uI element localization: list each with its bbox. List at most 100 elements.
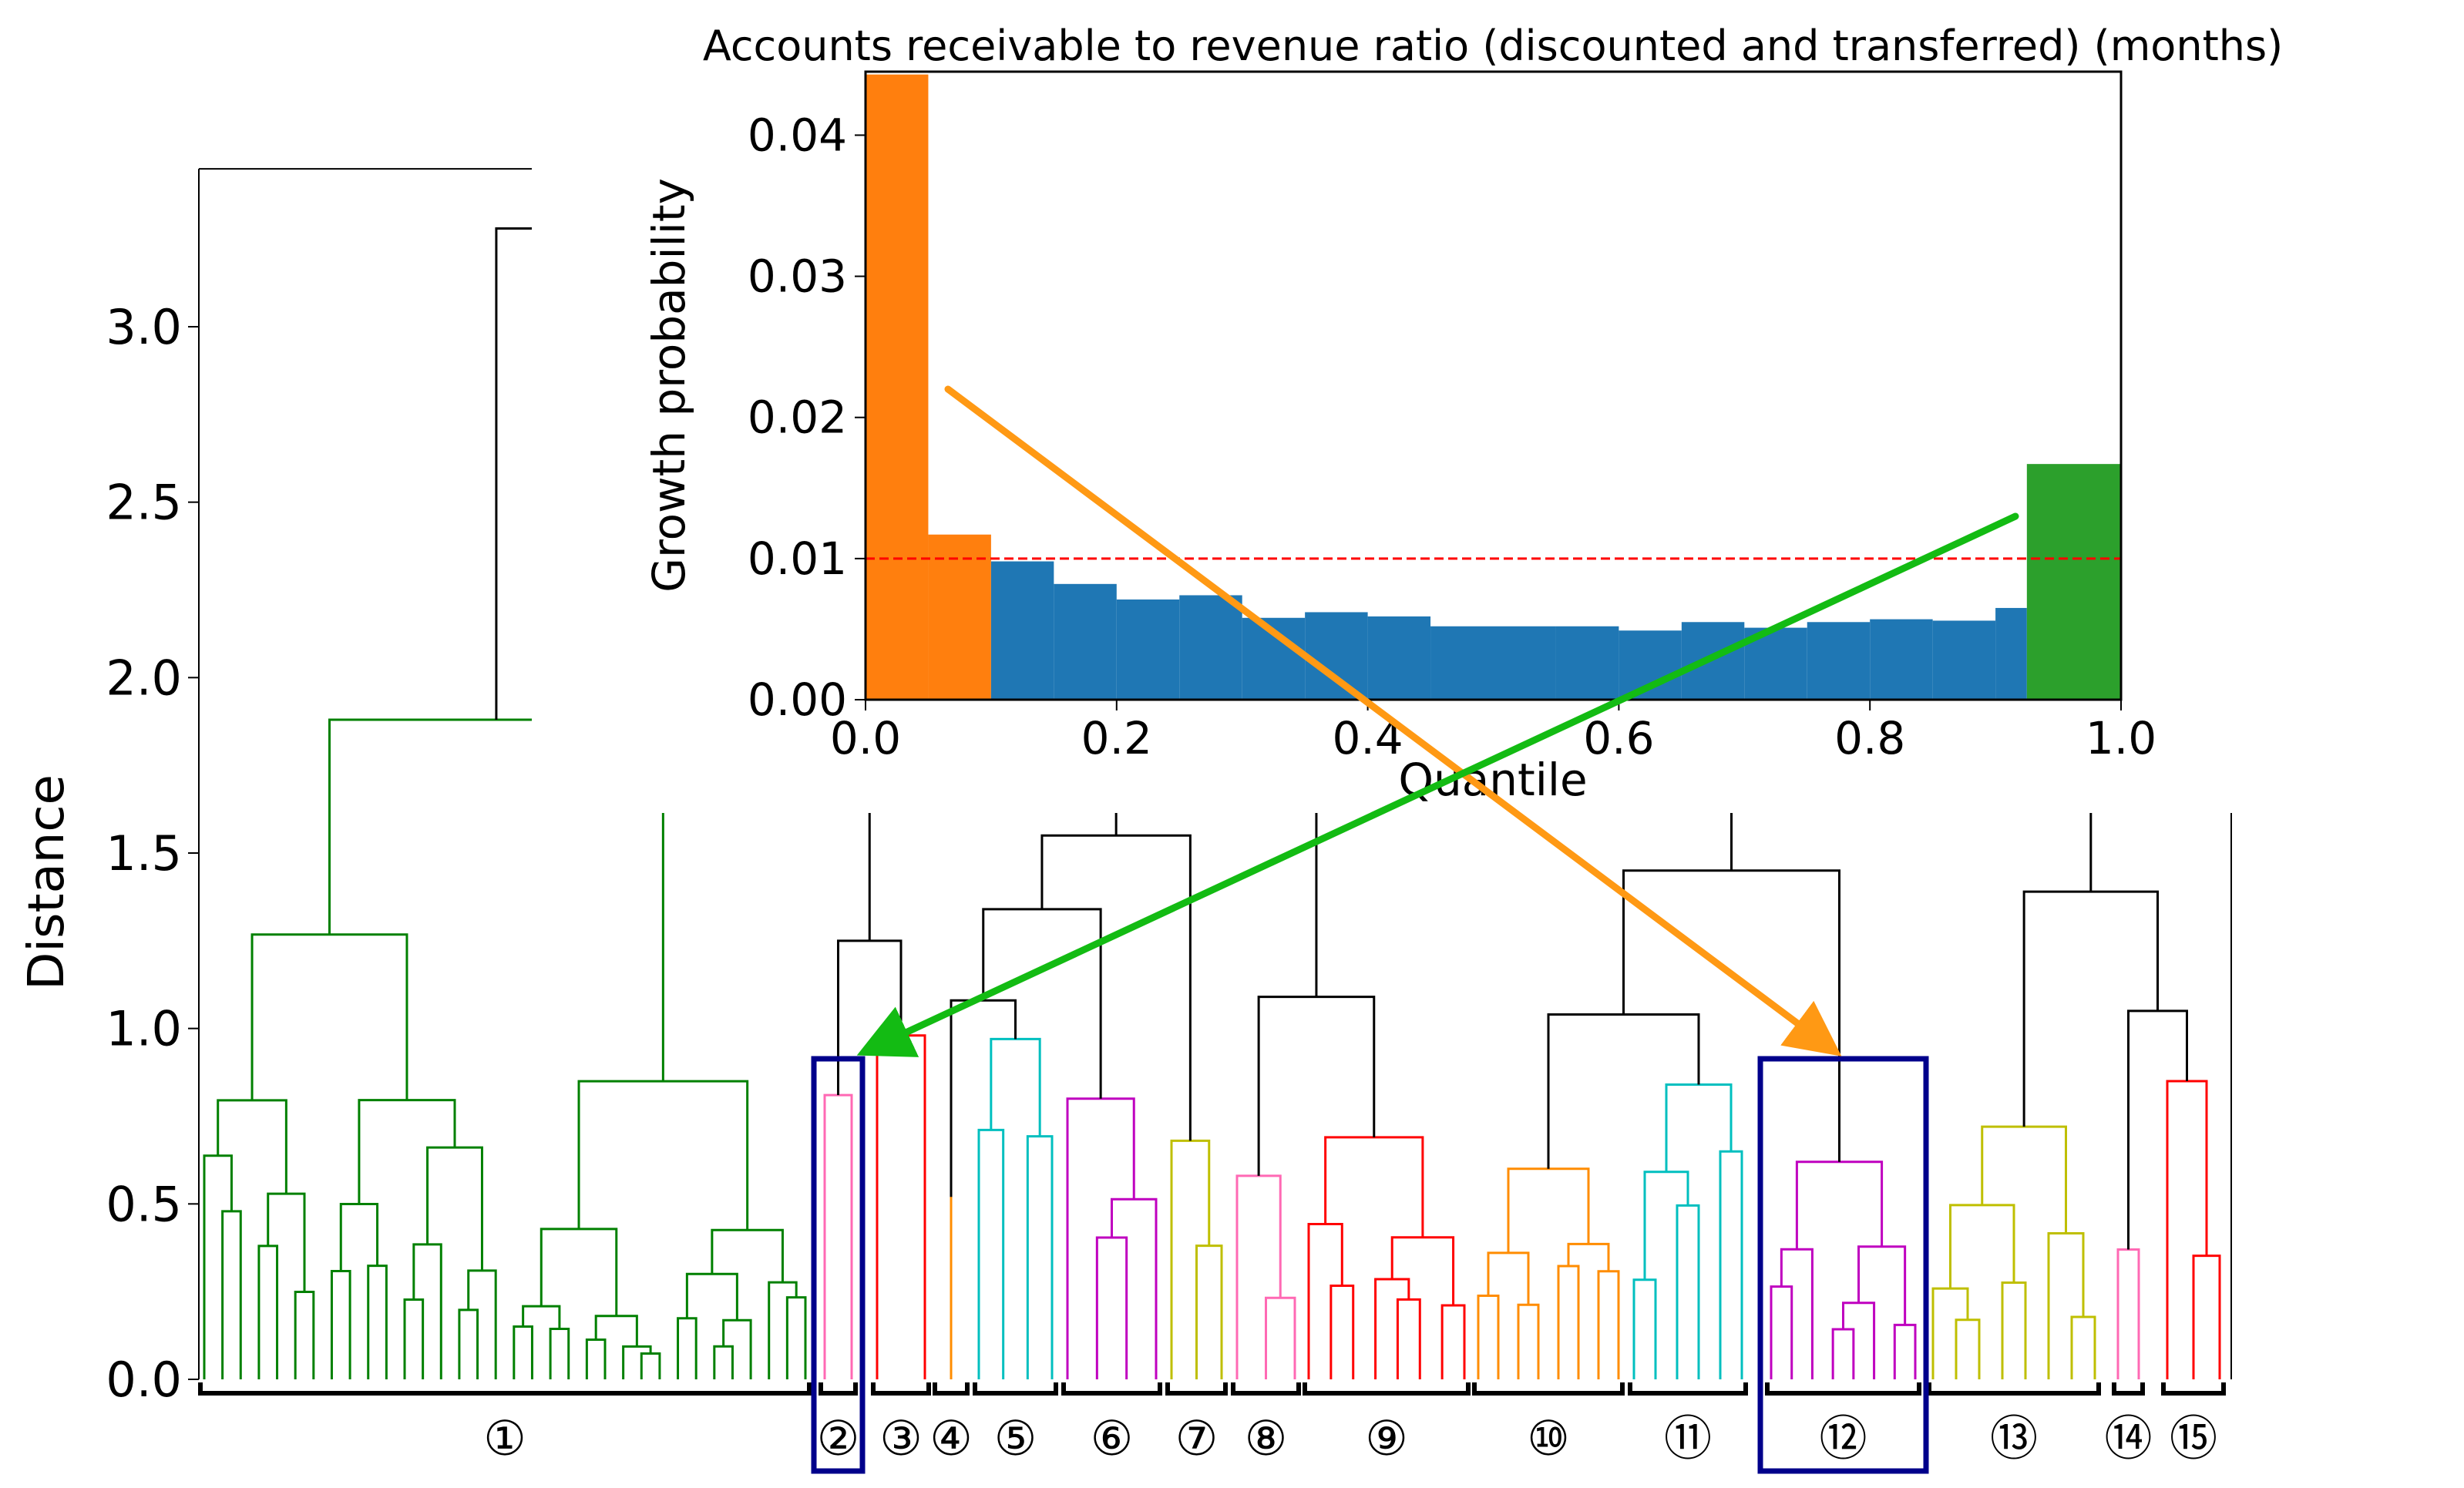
dendrogram-link bbox=[339, 1203, 379, 1271]
green-arrow bbox=[856, 512, 2019, 1057]
inset-ytick-label: 0.00 bbox=[748, 673, 847, 726]
inset-ylabel: Growth probability bbox=[643, 178, 695, 593]
dendrogram-link bbox=[549, 1327, 570, 1379]
histogram-bar bbox=[1493, 626, 1556, 700]
dendrogram-link bbox=[977, 1128, 1005, 1379]
inset-yticks: 0.00 0.01 0.02 0.03 0.04 bbox=[748, 109, 866, 726]
inset-bars bbox=[866, 74, 2121, 700]
histogram-bar bbox=[866, 74, 929, 700]
dendrogram-link bbox=[1390, 1236, 1455, 1306]
dendrogram-link bbox=[876, 1034, 926, 1379]
dendrogram-link bbox=[458, 1308, 479, 1379]
dendrogram-link bbox=[2070, 1315, 2096, 1379]
dendrogram-link bbox=[1770, 1285, 1793, 1379]
histogram-bar bbox=[1430, 626, 1494, 700]
dendrogram-link bbox=[2022, 890, 2159, 1127]
histogram-bar bbox=[2026, 464, 2121, 700]
histogram-bar bbox=[928, 534, 991, 700]
inset-xtick-label: 0.6 bbox=[1583, 712, 1654, 764]
dendrogram-link bbox=[1632, 1278, 1657, 1379]
cluster-label: ① bbox=[483, 1410, 526, 1466]
dendrogram-link bbox=[1026, 1135, 1054, 1379]
cluster-label: ⑦ bbox=[1175, 1410, 1219, 1466]
inset-xtick-label: 1.0 bbox=[2086, 712, 2156, 764]
dendrogram-link bbox=[1507, 1167, 1590, 1253]
cluster-label: ⑪ bbox=[1664, 1410, 1712, 1466]
histogram-bar bbox=[1054, 583, 1117, 700]
dendrogram-link bbox=[1324, 1136, 1424, 1238]
dendrogram-link bbox=[1857, 1245, 1907, 1325]
dendrogram-link bbox=[403, 1298, 425, 1379]
histogram-bar bbox=[1305, 612, 1368, 700]
dendrogram-link bbox=[1831, 1328, 1855, 1379]
cluster-bracket bbox=[1472, 1382, 1625, 1396]
cluster-bracket bbox=[973, 1382, 1058, 1396]
histogram-bar bbox=[1932, 620, 1996, 700]
cluster-brackets bbox=[198, 1382, 2226, 1396]
ytick-label: 0.5 bbox=[106, 1176, 182, 1232]
dendrogram-link bbox=[1795, 1161, 1884, 1250]
histogram-bar bbox=[1807, 622, 1871, 700]
dendrogram-link bbox=[1931, 1287, 1969, 1379]
histogram-bar bbox=[990, 561, 1054, 700]
inset-title: Accounts receivable to revenue ratio (di… bbox=[703, 22, 2283, 70]
cluster-label: ⑤ bbox=[994, 1410, 1037, 1466]
dendrogram-link bbox=[1111, 1197, 1158, 1379]
dendrogram-link bbox=[1517, 1303, 1540, 1379]
dendrogram-link bbox=[2166, 1080, 2208, 1379]
cluster-label: ⑩ bbox=[1527, 1410, 1570, 1466]
ytick-label: 1.0 bbox=[106, 1001, 182, 1057]
dendrogram-link bbox=[467, 1269, 497, 1379]
orange-arrow bbox=[944, 385, 1842, 1056]
cluster-bracket bbox=[1303, 1382, 1471, 1396]
dendrogram-link bbox=[594, 1315, 638, 1347]
dendrogram-link bbox=[412, 1243, 442, 1379]
cluster-label: ② bbox=[817, 1410, 860, 1466]
cluster-label: ⑨ bbox=[1365, 1410, 1408, 1466]
histogram-bar bbox=[1116, 599, 1180, 700]
dendrogram-link bbox=[1396, 1298, 1421, 1379]
histogram-bar bbox=[1995, 607, 2027, 700]
inset-plot-frame bbox=[864, 70, 2123, 701]
dendrogram-link bbox=[1307, 1223, 1343, 1379]
dendrogram-link bbox=[540, 1228, 618, 1316]
dendrogram-link bbox=[250, 933, 408, 1100]
inset-ytick-label: 0.03 bbox=[748, 250, 847, 303]
cluster-bracket bbox=[1927, 1382, 2101, 1396]
dendrogram-link bbox=[330, 1269, 351, 1379]
dendrogram-link bbox=[358, 1099, 456, 1204]
cluster-label: ⑬ bbox=[1990, 1410, 2038, 1466]
dendrogram-link bbox=[1257, 996, 1376, 1176]
inset-xtick-label: 0.2 bbox=[1081, 712, 1152, 764]
dendrogram-link bbox=[1981, 1125, 2067, 1234]
cluster-label: ⑫ bbox=[1819, 1410, 1867, 1466]
dendrogram-link bbox=[1676, 1204, 1700, 1379]
highlight-box bbox=[1757, 1056, 1929, 1474]
cluster-bracket bbox=[1165, 1382, 1228, 1396]
dendrogram-link bbox=[711, 1228, 784, 1283]
inset-ytick-label: 0.04 bbox=[748, 109, 847, 161]
dendrogram-link bbox=[1440, 1304, 1466, 1379]
cluster-label: ③ bbox=[879, 1410, 923, 1466]
dendrogram-link bbox=[990, 1037, 1041, 1137]
cluster-bracket bbox=[2161, 1382, 2226, 1396]
dendrogram-link bbox=[722, 1318, 752, 1379]
highlight-box bbox=[811, 1056, 866, 1474]
dendrogram-link bbox=[1235, 1174, 1282, 1379]
dendrogram-link bbox=[1597, 1270, 1620, 1379]
inset-xtick-label: 0.8 bbox=[1834, 712, 1905, 764]
dendrogram-link bbox=[1557, 1265, 1580, 1379]
dendrogram-link bbox=[622, 1345, 652, 1379]
dendrogram-link bbox=[1893, 1323, 1917, 1379]
dendrogram-link bbox=[1170, 1139, 1211, 1379]
dendrogram-link bbox=[677, 1317, 698, 1379]
cluster-label: ④ bbox=[929, 1410, 973, 1466]
cluster-label: ⑮ bbox=[2170, 1410, 2217, 1466]
dendrogram-link bbox=[2001, 1281, 2027, 1379]
cluster-bracket bbox=[198, 1382, 812, 1396]
dendrogram-link bbox=[1719, 1150, 1743, 1379]
dendrogram-link bbox=[950, 999, 1017, 1197]
ytick-label: 3.0 bbox=[106, 299, 182, 355]
dendrogram-link bbox=[1265, 1296, 1296, 1379]
